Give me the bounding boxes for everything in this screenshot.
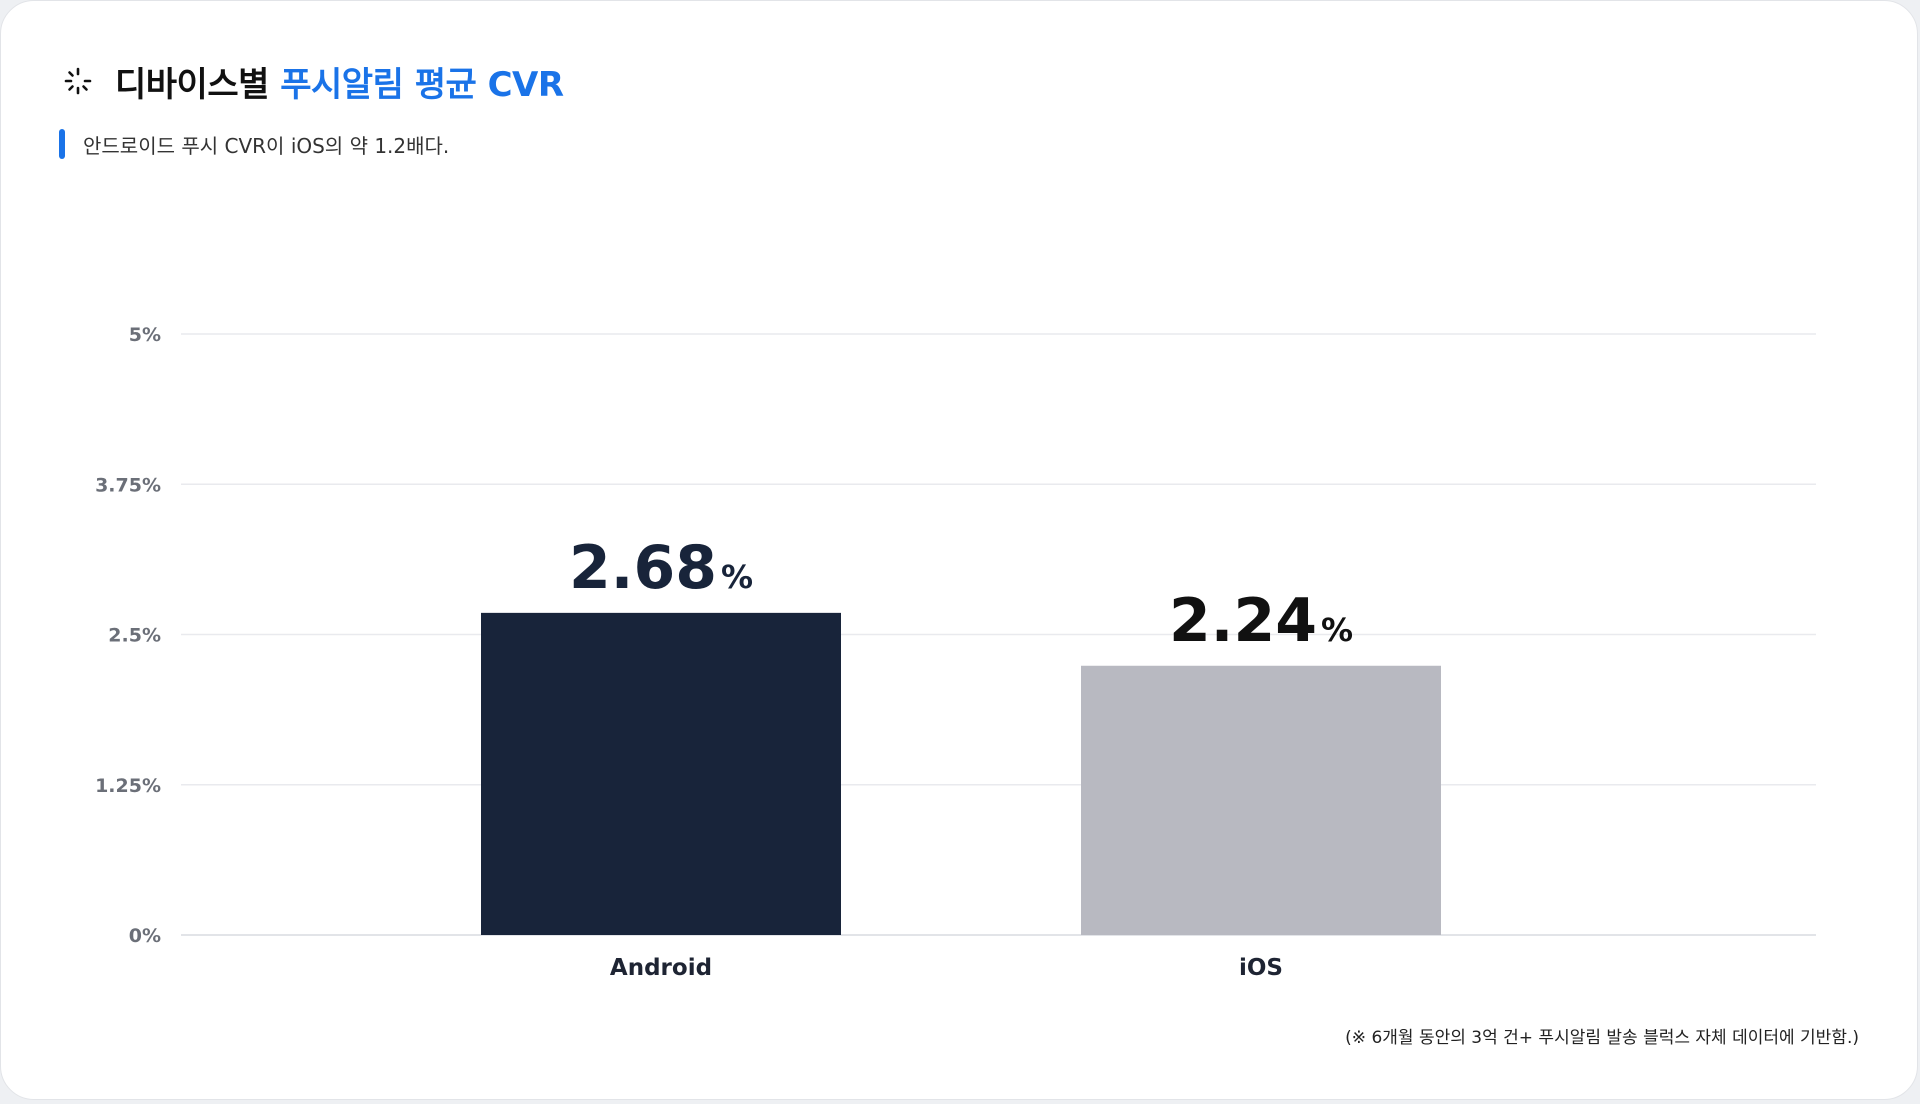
subtitle: 안드로이드 푸시 CVR이 iOS의 약 1.2배다. bbox=[83, 133, 450, 158]
data-label-android: 2.68% bbox=[569, 533, 753, 603]
title-row: 디바이스별 푸시알림 평균 CVR bbox=[63, 53, 564, 109]
title-accent: 푸시알림 평균 CVR bbox=[280, 64, 564, 105]
y-tick-label: 2.5% bbox=[108, 625, 161, 647]
bar-ios bbox=[1081, 665, 1441, 935]
loading-spinner-icon bbox=[63, 66, 93, 96]
subtitle-row: 안드로이드 푸시 CVR이 iOS의 약 1.2배다. bbox=[59, 129, 449, 159]
title-prefix: 디바이스별 bbox=[115, 64, 269, 105]
data-label-ios: 2.24% bbox=[1169, 586, 1353, 656]
bar-android bbox=[481, 612, 841, 935]
subtitle-accent-bar bbox=[59, 129, 65, 159]
x-tick-label: iOS bbox=[1239, 955, 1283, 981]
y-tick-label: 0% bbox=[129, 925, 161, 947]
footnote: (※ 6개월 동안의 3억 건+ 푸시알림 발송 블럭스 자체 데이터에 기반함… bbox=[1345, 1028, 1859, 1048]
y-tick-label: 1.25% bbox=[95, 775, 161, 797]
x-tick-label: Android bbox=[610, 955, 712, 981]
y-tick-label: 3.75% bbox=[95, 474, 161, 496]
y-tick-label: 5% bbox=[129, 324, 161, 346]
page-title: 디바이스별 푸시알림 평균 CVR bbox=[115, 57, 564, 106]
